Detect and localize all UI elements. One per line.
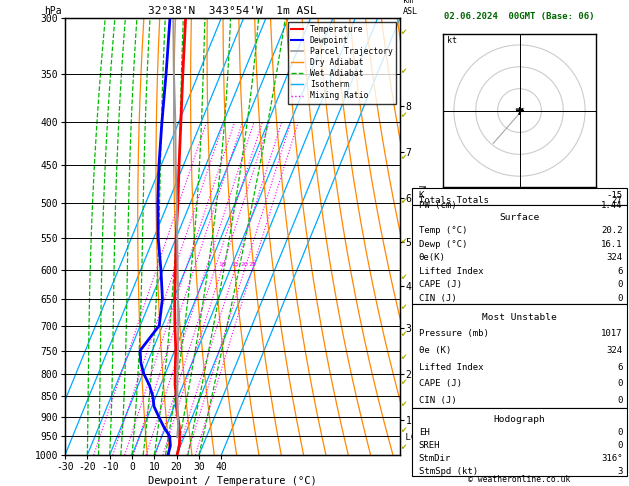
Text: CAPE (J): CAPE (J) <box>419 280 462 289</box>
Text: PW (cm): PW (cm) <box>419 201 457 210</box>
Text: CAPE (J): CAPE (J) <box>419 379 462 388</box>
Text: Surface: Surface <box>499 212 540 222</box>
Text: 0: 0 <box>617 441 623 450</box>
Title: 32°38'N  343°54'W  1m ASL: 32°38'N 343°54'W 1m ASL <box>148 6 317 16</box>
Text: Hodograph: Hodograph <box>494 416 545 424</box>
Text: 3: 3 <box>617 467 623 476</box>
Text: CIN (J): CIN (J) <box>419 294 457 303</box>
Text: 324: 324 <box>606 253 623 262</box>
X-axis label: Dewpoint / Temperature (°C): Dewpoint / Temperature (°C) <box>148 476 317 486</box>
Text: 10: 10 <box>218 261 226 267</box>
Text: 0: 0 <box>617 428 623 437</box>
Text: kt: kt <box>447 36 457 45</box>
Text: 15: 15 <box>231 261 239 267</box>
Text: ✔: ✔ <box>400 303 406 312</box>
Y-axis label: Mixing Ratio (g/kg): Mixing Ratio (g/kg) <box>416 186 425 288</box>
Text: 0: 0 <box>617 294 623 303</box>
Text: Temp (°C): Temp (°C) <box>419 226 467 235</box>
Text: 324: 324 <box>606 346 623 355</box>
FancyBboxPatch shape <box>412 188 627 205</box>
Text: ✔: ✔ <box>400 197 406 206</box>
Text: ✔: ✔ <box>400 274 406 282</box>
Text: Pressure (mb): Pressure (mb) <box>419 330 489 338</box>
Text: 20: 20 <box>241 261 249 267</box>
Text: 1.44: 1.44 <box>601 201 623 210</box>
FancyBboxPatch shape <box>412 408 627 476</box>
Text: SREH: SREH <box>419 441 440 450</box>
Text: ✔: ✔ <box>400 426 406 435</box>
Text: 0: 0 <box>617 379 623 388</box>
FancyBboxPatch shape <box>412 205 627 304</box>
Text: ✔: ✔ <box>400 28 406 37</box>
Text: ✔: ✔ <box>400 330 406 339</box>
Text: 0: 0 <box>617 280 623 289</box>
Text: ✔: ✔ <box>400 400 406 409</box>
FancyBboxPatch shape <box>412 304 627 408</box>
Text: ✔: ✔ <box>400 353 406 362</box>
Text: ✔: ✔ <box>400 153 406 161</box>
Text: StmDir: StmDir <box>419 454 451 463</box>
Text: ✔: ✔ <box>400 379 406 387</box>
Text: 20.2: 20.2 <box>601 226 623 235</box>
Text: Lifted Index: Lifted Index <box>419 267 483 276</box>
Text: StmSpd (kt): StmSpd (kt) <box>419 467 478 476</box>
Text: 6: 6 <box>617 363 623 372</box>
Text: 6: 6 <box>617 267 623 276</box>
Text: 0: 0 <box>617 396 623 405</box>
Text: 1017: 1017 <box>601 330 623 338</box>
Text: ✔: ✔ <box>400 111 406 120</box>
Text: θe (K): θe (K) <box>419 346 451 355</box>
Text: K: K <box>419 191 424 200</box>
Text: LCL: LCL <box>400 433 421 442</box>
Text: ✔: ✔ <box>400 68 406 76</box>
Text: 27: 27 <box>611 196 623 205</box>
Text: Totals Totals: Totals Totals <box>419 196 489 205</box>
Text: © weatheronline.co.uk: © weatheronline.co.uk <box>469 474 571 484</box>
Text: Most Unstable: Most Unstable <box>482 313 557 322</box>
Text: 25: 25 <box>248 261 257 267</box>
Text: CIN (J): CIN (J) <box>419 396 457 405</box>
Text: Lifted Index: Lifted Index <box>419 363 483 372</box>
Text: ✔: ✔ <box>400 238 406 246</box>
Text: EH: EH <box>419 428 430 437</box>
Text: hPa: hPa <box>44 5 62 16</box>
Text: 316°: 316° <box>601 454 623 463</box>
Text: 02.06.2024  00GMT (Base: 06): 02.06.2024 00GMT (Base: 06) <box>444 12 595 21</box>
Text: km
ASL: km ASL <box>403 0 418 16</box>
Text: Dewp (°C): Dewp (°C) <box>419 240 467 248</box>
Legend: Temperature, Dewpoint, Parcel Trajectory, Dry Adiabat, Wet Adiabat, Isotherm, Mi: Temperature, Dewpoint, Parcel Trajectory… <box>288 22 396 104</box>
Text: 16.1: 16.1 <box>601 240 623 248</box>
Text: ✔: ✔ <box>400 443 406 452</box>
Text: θe(K): θe(K) <box>419 253 445 262</box>
Text: -15: -15 <box>606 191 623 200</box>
